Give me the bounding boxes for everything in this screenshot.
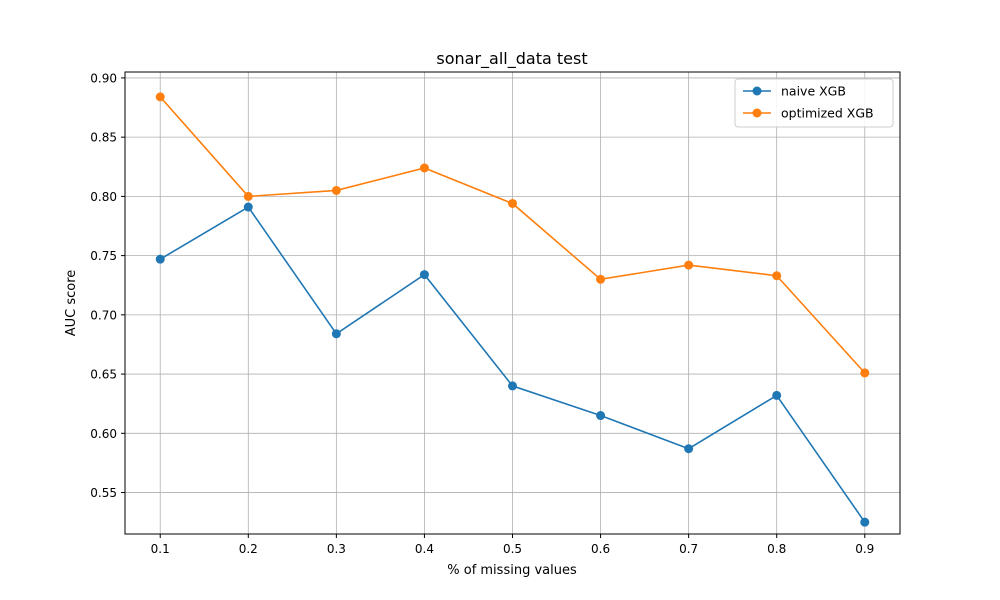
legend-marker-optimized-xgb — [752, 108, 762, 118]
legend-label-optimized-xgb: optimized XGB — [781, 106, 874, 121]
data-point-naive-xgb — [331, 329, 341, 339]
data-point-naive-xgb — [860, 517, 870, 527]
x-tick-label: 0.7 — [679, 542, 698, 556]
x-tick-label: 0.3 — [327, 542, 346, 556]
legend-box — [734, 78, 894, 128]
grid-lines — [125, 72, 900, 534]
data-point-naive-xgb — [684, 444, 694, 454]
data-point-optimized-xgb — [684, 260, 694, 270]
y-tick-label: 0.85 — [90, 131, 117, 145]
x-tick-label: 0.8 — [767, 542, 786, 556]
data-point-optimized-xgb — [508, 198, 517, 208]
y-axis-ticks: 0.55 0.60 0.65 0.70 0.75 0.80 0.85 0.90 — [90, 71, 125, 500]
data-point-optimized-xgb — [419, 163, 429, 173]
y-tick-label: 0.75 — [90, 249, 117, 263]
data-point-naive-xgb — [243, 202, 253, 212]
data-point-optimized-xgb — [596, 274, 606, 284]
y-tick-label: 0.90 — [90, 71, 117, 85]
data-point-naive-xgb — [772, 390, 782, 400]
x-tick-label: 0.6 — [591, 542, 610, 556]
data-point-optimized-xgb — [860, 368, 870, 378]
y-tick-label: 0.60 — [90, 427, 117, 441]
x-tick-label: 0.1 — [151, 542, 170, 556]
y-tick-label: 0.70 — [90, 308, 117, 322]
x-tick-label: 0.2 — [239, 542, 258, 556]
data-point-optimized-xgb — [331, 185, 341, 195]
data-point-naive-xgb — [419, 270, 429, 280]
legend: naive XGB optimized XGB — [734, 78, 894, 128]
x-axis-label: % of missing values — [447, 563, 577, 578]
data-point-naive-xgb — [596, 411, 606, 421]
series-optimized-xgb — [155, 92, 870, 378]
data-point-optimized-xgb — [155, 92, 165, 102]
series-naive-xgb — [155, 202, 870, 527]
x-tick-label: 0.4 — [415, 542, 434, 556]
y-axis-label: AUC score — [64, 270, 79, 337]
y-tick-label: 0.55 — [90, 486, 117, 500]
chart-title: sonar_all_data test — [436, 49, 587, 69]
legend-marker-naive-xgb — [752, 86, 762, 96]
series-layer — [155, 92, 870, 527]
data-point-optimized-xgb — [243, 191, 253, 201]
x-axis-ticks: 0.1 0.2 0.3 0.4 0.5 0.6 0.7 0.8 0.9 — [151, 534, 874, 556]
data-point-naive-xgb — [508, 381, 517, 391]
data-point-optimized-xgb — [772, 271, 782, 281]
legend-label-naive-xgb: naive XGB — [781, 84, 846, 99]
data-point-naive-xgb — [155, 254, 165, 264]
x-tick-label: 0.9 — [855, 542, 874, 556]
y-tick-label: 0.80 — [90, 190, 117, 204]
x-tick-label: 0.5 — [503, 542, 522, 556]
y-tick-label: 0.65 — [90, 368, 117, 382]
